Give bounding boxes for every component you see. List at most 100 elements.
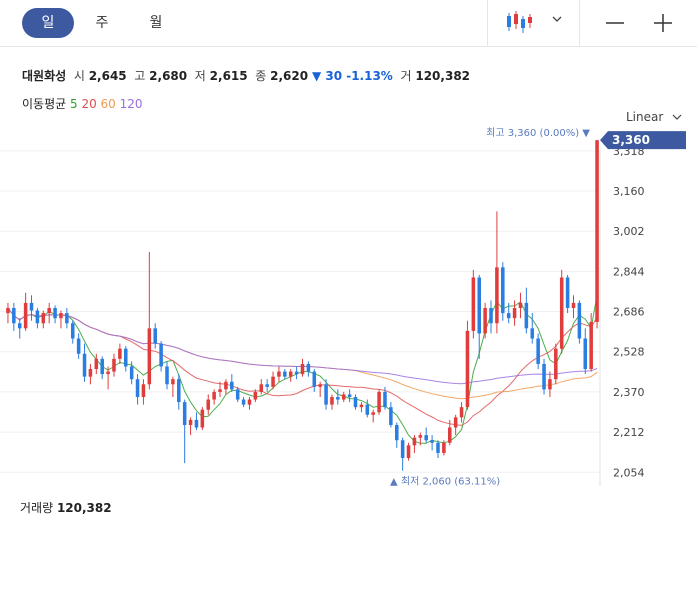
tab-monthly[interactable]: 월 [149,15,163,31]
candle-body [153,328,157,344]
ma-item-120: 120 [115,97,143,111]
tab-weekly[interactable]: 주 [95,15,109,31]
stock-name: 대원화성 [22,69,67,83]
tab-daily[interactable]: 일 [22,8,74,38]
candle-body [94,358,99,370]
candle-body [453,417,458,428]
ma-title: 이동평균 [22,97,67,111]
candle-body [406,445,411,459]
candle-body [141,384,146,397]
candle-body [371,412,375,415]
candle-body [241,399,246,405]
candlestick-icon [507,11,562,33]
change-value: ▼ 30 -1.13% [311,69,393,83]
price-summary: 대원화성 시 2,645 고 2,680 저 2,615 종 2,620 ▼ 3… [22,67,470,84]
candle-body [76,338,81,354]
zoom-out-button[interactable] [600,8,630,38]
candle-body [65,313,69,324]
close-label: 종 [255,69,267,83]
candle-body [259,384,264,392]
price-chart[interactable]: 3,3183,1603,0022,8442,6862,5282,3702,212… [0,0,697,486]
candle-body [436,442,440,453]
candle-body [88,369,93,377]
candle-body [112,358,116,372]
candle-body [595,140,599,322]
candle-body [365,404,370,415]
candle-body [171,379,175,385]
candle-body [124,348,128,367]
candle-body [59,313,63,319]
candle-body [418,435,423,438]
candle-body [318,384,322,387]
candle-body [565,277,570,308]
candle-body [182,402,187,425]
candle-body [6,308,10,314]
candle-body [23,302,28,329]
candle-body [389,407,393,425]
candle-body [554,348,558,380]
candle-body [35,310,40,324]
candle-body [471,277,476,331]
low-value: 2,615 [209,69,248,83]
high-value: 2,680 [149,69,188,83]
candle-body [324,384,328,405]
candle-body [235,389,240,400]
chart-type-selector[interactable] [502,8,564,38]
y-tick-label: 3,160 [613,185,645,198]
candle-body [100,358,104,375]
candle-body [583,338,588,370]
candle-body [577,302,582,339]
scale-mode-selector[interactable]: Linear [626,110,682,124]
volume-chart-title: 거래량 120,382 [20,499,112,516]
chevron-down-icon [552,16,562,22]
candle-body [165,366,169,385]
candle-body [412,437,417,446]
candle-body [17,323,22,329]
plus-icon [654,14,672,32]
candle-body [383,391,387,408]
candle-body [530,328,535,339]
candle-body [483,308,487,334]
candle-body [501,267,505,314]
candle-body [177,379,181,403]
y-tick-label: 3,002 [613,225,645,238]
candle-body [506,313,511,319]
candle-body [147,328,152,385]
candle-body [377,391,381,413]
candle-body [589,321,593,370]
candle-body [571,302,576,308]
high-annotation: 최고 3,360 (0.00%) ▼ [486,127,590,139]
candle-body [536,338,540,364]
chevron-down-icon [672,114,682,120]
close-value: 2,620 [270,69,309,83]
y-tick-label: 2,686 [613,306,645,319]
candle-body [518,302,523,308]
candle-body [194,419,199,428]
candle-body [106,371,110,375]
ma-item-20: 20 [77,97,97,111]
ma-item-60: 60 [96,97,116,111]
candle-body [448,427,452,443]
candle-body [341,394,346,400]
volume-label: 거 [400,69,412,83]
candle-body [47,308,51,314]
toolbar-divider [487,0,488,46]
candle-body [424,435,428,441]
zoom-in-button[interactable] [648,8,678,38]
candle-body [271,376,275,387]
candle-body [477,277,481,334]
candle-body [524,302,529,329]
candle-body [347,394,352,397]
minus-icon [606,22,624,24]
y-tick-label: 2,212 [613,426,645,439]
candle-body [212,391,216,400]
volume-current: 120,382 [56,501,112,515]
candle-body [206,399,211,410]
candle-body [159,343,163,367]
candle-body [41,313,46,324]
candle-body [465,330,470,408]
candle-body [218,389,222,392]
candle-body [548,379,552,390]
candle-body [53,308,57,319]
ma-item-5: 5 [70,97,78,111]
